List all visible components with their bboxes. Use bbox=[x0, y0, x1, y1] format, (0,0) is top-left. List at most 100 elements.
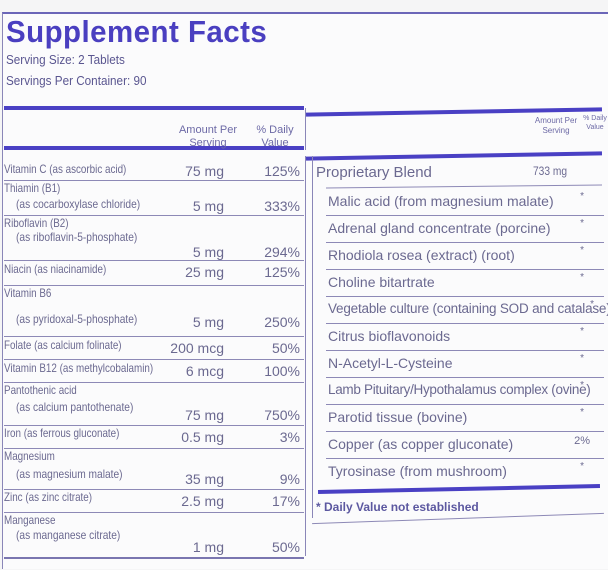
header-line: Amount Per bbox=[178, 124, 238, 136]
nutrient-sub: (as cocarboxylase chloride) bbox=[16, 197, 141, 211]
nutrient-name: Magnesium bbox=[4, 449, 55, 463]
nutrient-amount: 25 mg bbox=[185, 264, 224, 280]
ingredient-dv: * bbox=[580, 272, 584, 283]
row-separator bbox=[4, 425, 304, 426]
nutrient-row: Zinc (as zinc citrate) 2.5 mg 17% bbox=[4, 490, 304, 513]
left-col-dv-header: % Daily Value bbox=[250, 124, 300, 150]
ingredient-name: Lamb Pituitary/Hypothalamus complex (ovi… bbox=[328, 382, 591, 397]
row-separator bbox=[4, 260, 304, 261]
ingredient-row: Tyrosinase (from mushroom) * bbox=[314, 460, 604, 486]
nutrient-amount: 35 mg bbox=[185, 471, 224, 487]
nutrient-name: Vitamin B6 bbox=[4, 286, 52, 300]
daily-value-footnote: * Daily Value not established bbox=[316, 500, 479, 514]
nutrient-row: Vitamin B6 (as pyridoxal-5-phosphate) 5 … bbox=[4, 286, 304, 337]
ingredient-dv: * bbox=[580, 326, 584, 337]
ingredient-row: Lamb Pituitary/Hypothalamus complex (ovi… bbox=[314, 379, 604, 405]
ingredient-row: Copper (as copper gluconate) 2% bbox=[314, 433, 604, 459]
nutrient-name: Thiamin (B1) bbox=[4, 181, 61, 195]
ingredient-dv: * bbox=[590, 299, 594, 310]
row-separator bbox=[326, 296, 604, 297]
ingredient-dv: * bbox=[580, 380, 584, 391]
nutrient-row: Folate (as calcium folinate) 200 mcg 50% bbox=[4, 337, 304, 360]
nutrient-amount: 75 mg bbox=[185, 163, 224, 179]
row-separator bbox=[4, 448, 304, 449]
row-separator bbox=[326, 458, 604, 459]
nutrient-name: Iron (as ferrous gluconate) bbox=[4, 426, 120, 440]
row-separator bbox=[4, 557, 304, 559]
serving-size: Serving Size: 2 Tablets bbox=[6, 52, 125, 67]
row-separator bbox=[326, 377, 604, 378]
row-separator bbox=[326, 431, 604, 432]
ingredient-name: Rhodiola rosea (extract) (root) bbox=[328, 247, 515, 263]
nutrient-name: Folate (as calcium folinate) bbox=[4, 338, 122, 352]
header-line: Amount Per bbox=[534, 116, 578, 125]
ingredient-name: Malic acid (from magnesium malate) bbox=[328, 193, 554, 209]
column-divider bbox=[312, 156, 313, 518]
row-separator bbox=[4, 180, 304, 181]
header-line: Serving bbox=[189, 137, 227, 149]
ingredient-dv: * bbox=[580, 353, 584, 364]
nutrient-row: Manganese (as manganese citrate) 1 mg 50… bbox=[4, 513, 304, 559]
ingredient-name: Vegetable culture (containing SOD and ca… bbox=[328, 301, 608, 316]
left-top-rule bbox=[4, 106, 304, 110]
ingredient-dv: * bbox=[580, 407, 584, 418]
ingredient-dv: * bbox=[580, 245, 584, 256]
ingredient-row: Choline bitartrate * bbox=[314, 271, 604, 297]
row-separator bbox=[4, 215, 304, 216]
row-separator bbox=[326, 404, 604, 405]
nutrient-amount: 200 mcg bbox=[170, 340, 224, 356]
nutrient-dv: 250% bbox=[264, 314, 300, 330]
nutrient-name: Zinc (as zinc citrate) bbox=[4, 490, 93, 504]
nutrient-dv: 125% bbox=[264, 264, 300, 280]
header-line: Value bbox=[261, 137, 289, 149]
row-separator bbox=[326, 215, 604, 216]
left-header-rule bbox=[4, 146, 304, 150]
ingredient-row: Citrus bioflavonoids * bbox=[314, 325, 604, 351]
ingredient-row: Adrenal gland concentrate (porcine) * bbox=[314, 217, 604, 243]
ingredient-dv: * bbox=[580, 461, 584, 472]
nutrient-amount: 2.5 mg bbox=[181, 493, 224, 509]
right-col-amount-header: Amount Per Serving bbox=[526, 116, 586, 136]
column-divider bbox=[305, 108, 306, 150]
servings-per-container: Servings Per Container: 90 bbox=[6, 73, 147, 88]
nutrient-row: Pantothenic acid (as calcium pantothenat… bbox=[4, 383, 304, 426]
nutrient-dv: 17% bbox=[271, 493, 300, 509]
row-separator bbox=[326, 242, 604, 243]
nutrient-dv: 9% bbox=[279, 471, 300, 487]
nutrient-row: Riboflavin (B2) (as riboflavin-5-phospha… bbox=[4, 216, 304, 261]
nutrient-row: Vitamin C (as ascorbic acid) 75 mg 125% bbox=[4, 160, 304, 181]
nutrient-dv: 3% bbox=[279, 429, 300, 445]
nutrient-row: Thiamin (B1) (as cocarboxylase chloride)… bbox=[4, 181, 304, 216]
nutrient-dv: 750% bbox=[264, 407, 300, 423]
nutrient-dv: 333% bbox=[264, 198, 300, 214]
nutrient-amount: 5 mg bbox=[192, 198, 224, 214]
header-line: Serving bbox=[542, 126, 570, 135]
row-separator bbox=[326, 323, 604, 324]
ingredient-name: Choline bitartrate bbox=[328, 274, 435, 290]
nutrient-sub: (as calcium pantothenate) bbox=[16, 400, 134, 414]
column-divider bbox=[305, 156, 306, 556]
nutrient-dv: 125% bbox=[264, 163, 300, 179]
ingredient-name: Copper (as copper gluconate) bbox=[328, 436, 514, 452]
row-separator bbox=[326, 269, 604, 270]
nutrient-dv: 294% bbox=[264, 244, 300, 260]
nutrient-dv: 50% bbox=[271, 539, 300, 555]
row-separator bbox=[4, 359, 304, 360]
label-title: Supplement Facts bbox=[6, 14, 268, 49]
nutrient-sub: (as manganese citrate) bbox=[16, 528, 121, 542]
nutrient-dv: 100% bbox=[264, 363, 300, 379]
ingredient-dv: * bbox=[580, 218, 584, 229]
nutrient-sub: (as pyridoxal-5-phosphate) bbox=[16, 312, 138, 326]
ingredient-name: Parotid tissue (bovine) bbox=[328, 409, 468, 425]
nutrient-name: Pantothenic acid bbox=[4, 383, 77, 397]
row-separator bbox=[4, 285, 304, 286]
nutrient-amount: 1 mg bbox=[192, 539, 224, 555]
nutrient-name: Vitamin C (as ascorbic acid) bbox=[4, 162, 127, 176]
nutrient-sub: (as riboflavin-5-phosphate) bbox=[16, 230, 138, 244]
ingredient-name: N-Acetyl-L-Cysteine bbox=[328, 355, 453, 371]
header-line: Value bbox=[586, 124, 604, 131]
nutrient-sub: (as magnesium malate) bbox=[16, 467, 123, 481]
ingredient-name: Tyrosinase (from mushroom) bbox=[328, 463, 507, 479]
ingredient-row: Vegetable culture (containing SOD and ca… bbox=[314, 298, 608, 324]
nutrient-name: Manganese bbox=[4, 513, 56, 527]
